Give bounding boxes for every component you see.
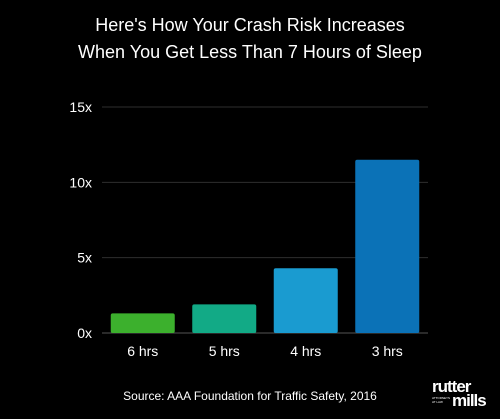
chart-title: Here's How Your Crash Risk Increases Whe… xyxy=(0,12,500,66)
y-tick-label: 15x xyxy=(69,99,92,115)
y-tick-label: 0x xyxy=(77,325,92,341)
logo-word-rutter: rutter xyxy=(432,377,471,396)
bar xyxy=(355,159,420,333)
x-tick-label: 6 hrs xyxy=(127,343,158,359)
bar xyxy=(110,313,175,333)
y-tick-label: 10x xyxy=(69,174,92,190)
x-tick-label: 5 hrs xyxy=(209,343,240,359)
logo-tagline: ATTORNEYS AT LAW xyxy=(432,396,451,404)
bar xyxy=(273,268,338,333)
source-note: Source: AAA Foundation for Traffic Safet… xyxy=(123,389,377,403)
bar xyxy=(192,304,257,333)
chart-title-line-2: When You Get Less Than 7 Hours of Sleep xyxy=(78,42,422,62)
y-tick-label: 5x xyxy=(77,250,92,266)
chart-title-line-1: Here's How Your Crash Risk Increases xyxy=(95,15,405,35)
rutter-mills-logo: rutter ATTORNEYS AT LAW mills xyxy=(432,377,488,411)
x-tick-label: 4 hrs xyxy=(290,343,321,359)
x-tick-label: 3 hrs xyxy=(372,343,403,359)
logo-word-mills: mills xyxy=(452,391,487,410)
